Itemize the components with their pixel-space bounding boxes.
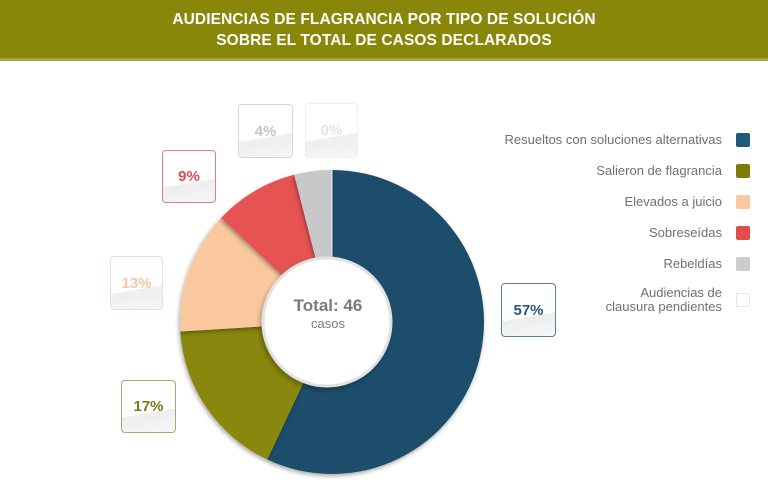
label-salieron: 17% xyxy=(121,380,176,433)
label-resueltos: 57% xyxy=(501,283,556,337)
donut-center xyxy=(261,256,393,388)
legend-item-salieron: Salieron de flagrancia xyxy=(450,155,750,186)
total-unit: casos xyxy=(311,316,345,331)
swatch-rebeldias xyxy=(736,256,750,271)
legend-item-sobreseidas: Sobreseídas xyxy=(450,217,750,248)
label-pendientes: 0% xyxy=(305,103,358,158)
chart-title-line-2: SOBRE EL TOTAL DE CASOS DECLARADOS xyxy=(216,32,552,49)
label-sobreseidas: 9% xyxy=(162,150,216,203)
legend: Resueltos con soluciones alternativas Sa… xyxy=(450,124,750,321)
label-elevados: 13% xyxy=(110,256,163,310)
label-rebeldias: 4% xyxy=(238,104,293,158)
swatch-sobreseidas xyxy=(736,225,750,240)
chart-title-line-1: AUDIENCIAS DE FLAGRANCIA POR TIPO DE SOL… xyxy=(172,11,596,28)
swatch-elevados xyxy=(736,194,750,209)
swatch-pendientes xyxy=(736,293,750,307)
legend-item-elevados: Elevados a juicio xyxy=(450,186,750,217)
legend-item-pendientes: Audiencias de clausura pendientes xyxy=(450,279,750,321)
legend-item-resueltos: Resueltos con soluciones alternativas xyxy=(450,124,750,155)
center-label: Total: 46 casos xyxy=(263,296,393,332)
total-count: Total: 46 xyxy=(293,296,363,315)
legend-item-rebeldias: Rebeldías xyxy=(450,248,750,279)
swatch-resueltos xyxy=(736,132,750,147)
swatch-salieron xyxy=(736,163,750,178)
chart-title-banner: AUDIENCIAS DE FLAGRANCIA POR TIPO DE SOL… xyxy=(0,0,768,61)
